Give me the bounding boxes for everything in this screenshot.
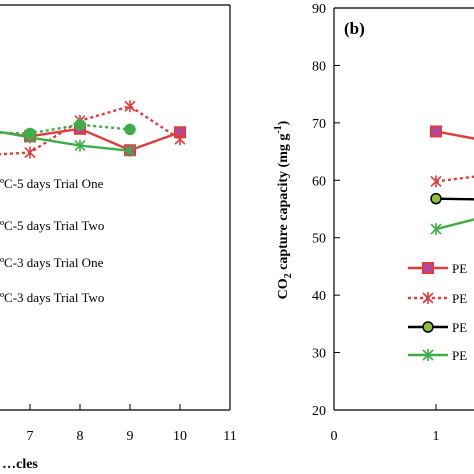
data-point xyxy=(74,139,86,152)
y-tick-label: 20 xyxy=(312,404,326,419)
panel-b: 20 30 40 50 60 70 80 90 0 1 2CO2 capture capacity … xyxy=(273,2,474,444)
data-point xyxy=(24,131,36,144)
series-line xyxy=(0,130,131,152)
panel-a: 7 8 9 10 11 …cles ºC-5 days Trial One ºC-5 days… xyxy=(0,4,237,472)
y-tick-label: 40 xyxy=(312,289,326,304)
x-tick-label: 11 xyxy=(223,429,236,444)
y-tick-label: 50 xyxy=(312,232,326,247)
legend-entry: PE xyxy=(452,261,467,276)
x-tick-label: 9 xyxy=(127,429,134,444)
y-tick-label: 80 xyxy=(312,59,326,74)
x-axis-label: …cles xyxy=(2,457,38,472)
data-point xyxy=(430,192,442,205)
y-axis-label-part: CO xyxy=(276,278,291,299)
data-point xyxy=(124,123,136,136)
legend-entry: ºC-3 days Trial One xyxy=(0,255,104,270)
y-axis-label-part: ) xyxy=(276,120,291,125)
data-point xyxy=(430,223,442,236)
legend-entry: PE xyxy=(452,320,467,335)
data-point xyxy=(74,119,86,131)
x-tick-label: 10 xyxy=(173,429,187,444)
panel-label: (b) xyxy=(344,19,365,38)
legend-entry: ºC-5 days Trial Two xyxy=(0,218,104,233)
legend-marker xyxy=(422,349,434,361)
legend-marker xyxy=(422,292,434,304)
y-tick-label: 70 xyxy=(312,117,326,132)
y-tick-label: 60 xyxy=(312,174,326,189)
x-tick-label: 8 xyxy=(77,429,84,444)
y-axis-label-part: 2 xyxy=(283,273,294,278)
y-tick-label: 90 xyxy=(312,2,326,17)
data-point xyxy=(24,146,36,159)
series-line xyxy=(435,218,474,231)
y-axis-label: CO2 capture capacity (mg g-1) xyxy=(273,120,294,299)
x-tick-label: 7 xyxy=(27,429,34,444)
data-point xyxy=(124,100,136,113)
y-axis-label-part: capture capacity (mg g xyxy=(276,134,291,274)
legend-marker xyxy=(422,321,434,333)
series-line xyxy=(435,197,474,201)
y-axis-label-part: -1 xyxy=(273,125,284,133)
data-point xyxy=(174,133,186,146)
data-point xyxy=(124,144,136,157)
x-tick-label: 1 xyxy=(433,429,440,444)
legend-entry: PE xyxy=(452,291,467,306)
y-tick-label: 30 xyxy=(312,347,326,362)
legend-marker xyxy=(422,262,434,274)
legend-entry: ºC-3 days Trial Two xyxy=(0,290,104,305)
legend-entry: ºC-5 days Trial One xyxy=(0,176,104,191)
legend-entry: PE xyxy=(452,348,467,363)
series-line xyxy=(435,130,474,140)
series-line xyxy=(435,175,474,183)
data-point xyxy=(430,175,442,188)
x-tick-label: 0 xyxy=(331,429,338,444)
data-point xyxy=(430,125,442,138)
